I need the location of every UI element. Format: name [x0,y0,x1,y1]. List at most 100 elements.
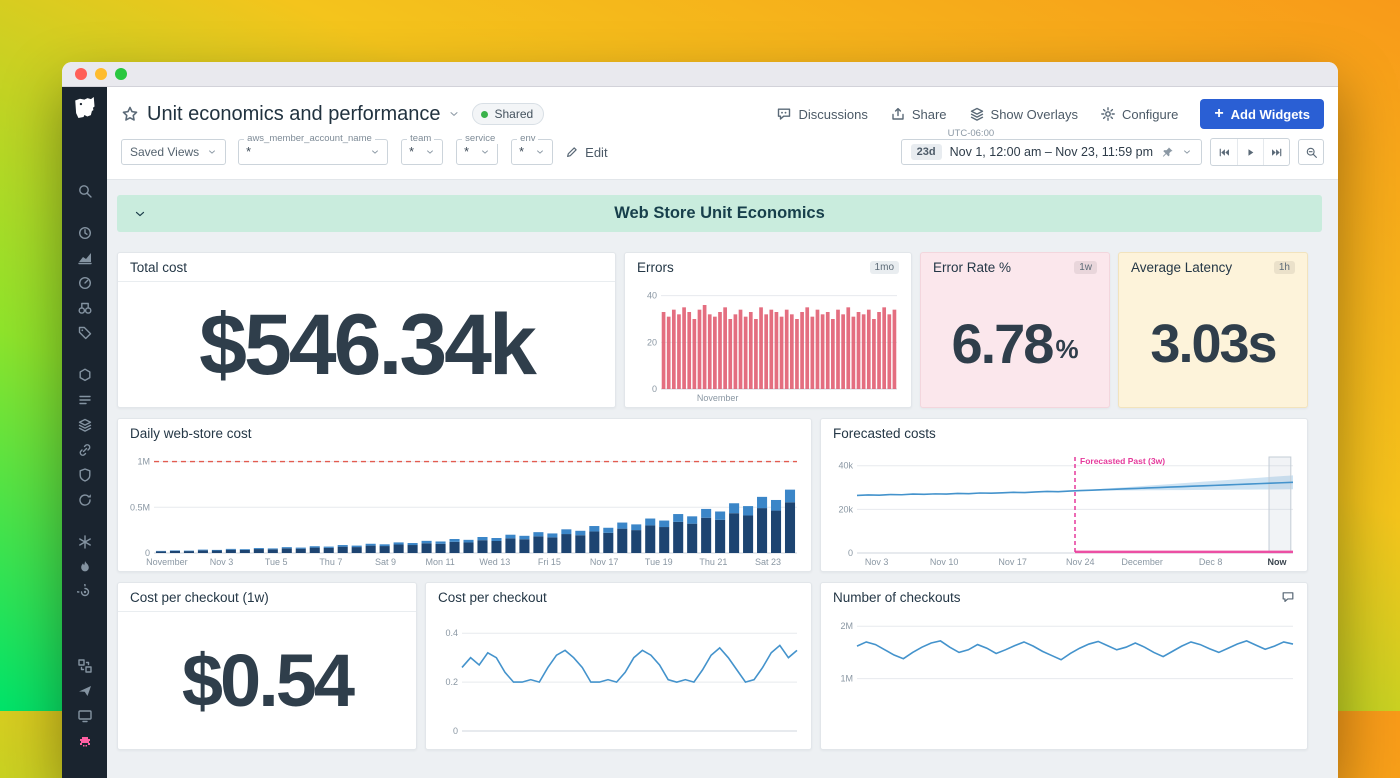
widget-total-cost[interactable]: Total cost $546.34k [117,252,616,408]
minimize-button[interactable] [95,68,107,80]
configure-label: Configure [1122,107,1178,122]
saved-views-dropdown[interactable]: Saved Views [121,139,226,165]
sidebar-item-workflows[interactable] [77,658,93,674]
favorite-star-button[interactable] [121,105,139,123]
timeframe-badge: 1mo [870,261,899,274]
configure-button[interactable]: Configure [1100,106,1178,122]
sidebar-item-integrations[interactable] [77,534,93,550]
datadog-logo[interactable] [71,94,98,121]
overlays-label: Show Overlays [991,107,1078,122]
comment-icon[interactable] [1281,590,1295,604]
svg-text:0: 0 [652,384,657,394]
variable-value: * [246,145,251,159]
widget-error-rate[interactable]: Error Rate % 1w 6.78 % [920,252,1110,408]
sidebar-item-synthetics[interactable] [77,492,93,508]
cpc-value: $0.54 [182,644,352,718]
svg-text:40k: 40k [838,461,853,471]
svg-text:0: 0 [848,548,853,558]
window-titlebar[interactable] [62,62,1338,87]
sidebar-item-ci[interactable] [77,417,93,433]
variable-team[interactable]: team* [401,139,443,165]
svg-text:Sat 9: Sat 9 [375,557,396,567]
sidebar-item-watchdog[interactable] [77,300,93,316]
svg-text:0.5M: 0.5M [130,502,150,512]
title-chevron-icon[interactable] [448,108,460,120]
sidebar-item-logs[interactable] [77,392,93,408]
svg-text:Thu 21: Thu 21 [699,557,727,567]
sidebar-item-search[interactable] [77,183,93,199]
error-rate-value-area: 6.78 % [921,281,1109,407]
svg-text:Nov 3: Nov 3 [210,557,234,567]
chevron-down-icon [207,147,217,157]
timezone-label: UTC-06:00 [948,128,994,139]
svg-text:Nov 17: Nov 17 [590,557,619,567]
svg-text:20: 20 [647,337,657,347]
sidebar-item-profiling[interactable] [77,584,93,600]
chevron-down-icon [1182,147,1192,157]
sidebar-item-apm[interactable] [77,325,93,341]
fullscreen-button[interactable] [115,68,127,80]
variable-label: service [462,133,498,144]
widget-title: Total cost [130,260,187,275]
show-overlays-button[interactable]: Show Overlays [969,106,1078,122]
sidebar-item-rum[interactable] [77,683,93,699]
variable-value: * [464,145,469,159]
sidebar-item-security[interactable] [77,467,93,483]
svg-text:Nov 17: Nov 17 [998,557,1027,567]
range-duration-chip: 23d [911,144,942,160]
discussions-label: Discussions [798,107,867,122]
zoom-out-button[interactable] [1298,139,1324,165]
widget-title: Daily web-store cost [130,426,252,441]
widget-title: Errors [637,260,674,275]
sidebar-item-infrastructure[interactable] [77,367,93,383]
sidebar-item-recent[interactable] [77,225,93,241]
sidebar-item-serverless[interactable] [77,559,93,575]
add-widgets-button[interactable]: + Add Widgets [1200,99,1324,129]
error-rate-value: 6.78 [951,316,1052,372]
group-header-web-store[interactable]: Web Store Unit Economics [117,195,1322,232]
saved-views-label: Saved Views [130,145,199,159]
pin-icon[interactable] [1161,146,1174,159]
page-title: Unit economics and performance [147,103,440,126]
shared-badge: Shared [472,103,544,125]
sidebar-item-metrics[interactable] [77,250,93,266]
svg-text:0: 0 [453,726,458,736]
sidebar-item-dashboards[interactable] [77,275,93,291]
share-button[interactable]: Share [890,106,947,122]
step-backward-button[interactable] [1211,139,1237,165]
discussions-button[interactable]: Discussions [776,106,867,122]
widget-cost-per-checkout-1w[interactable]: Cost per checkout (1w) $0.54 [117,582,417,750]
edit-button[interactable]: Edit [565,145,607,160]
svg-text:2M: 2M [840,621,853,631]
rewind-icon [1218,146,1231,159]
sidebar-item-bits-ai[interactable] [77,733,93,749]
sidebar-item-service-map[interactable] [77,442,93,458]
latency-value-area: 3.03s [1119,281,1307,407]
step-forward-button[interactable] [1263,139,1289,165]
sidebar-item-notebooks[interactable] [77,708,93,724]
close-button[interactable] [75,68,87,80]
variable-aws_member_account_name[interactable]: aws_member_account_name* [238,139,388,165]
svg-text:Thu 7: Thu 7 [319,557,342,567]
time-range-picker[interactable]: UTC-06:00 23d Nov 1, 12:00 am – Nov 23, … [901,139,1202,165]
variable-service[interactable]: service* [456,139,498,165]
widget-average-latency[interactable]: Average Latency 1h 3.03s [1118,252,1308,408]
svg-text:0.4: 0.4 [445,628,458,638]
svg-text:Forecasted Past (3w): Forecasted Past (3w) [1080,456,1165,466]
shared-dot-icon [481,111,488,118]
latency-value: 3.03s [1150,317,1275,371]
widget-title: Forecasted costs [833,426,936,441]
play-button[interactable] [1237,139,1263,165]
chevron-down-icon [370,147,380,157]
variable-env[interactable]: env* [511,139,553,165]
